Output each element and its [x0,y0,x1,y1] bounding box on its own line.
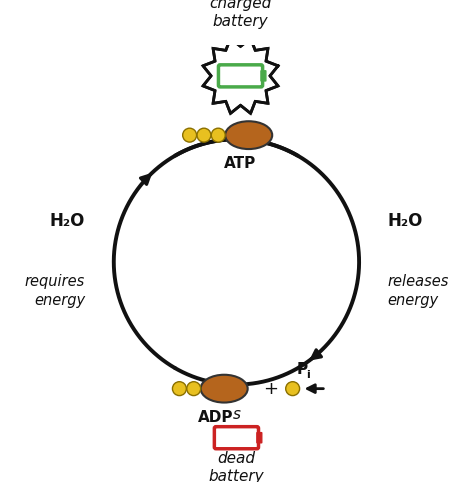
FancyBboxPatch shape [261,71,266,81]
Circle shape [211,128,225,142]
Circle shape [197,128,211,142]
Text: i: i [307,371,310,380]
Text: +: + [263,380,278,398]
Ellipse shape [201,375,248,402]
Text: ATP: ATP [224,157,256,172]
Text: charged
battery: charged battery [210,0,272,29]
Text: ADP: ADP [198,410,234,425]
Ellipse shape [225,121,272,149]
Circle shape [286,382,300,396]
Circle shape [187,382,201,396]
Circle shape [173,382,186,396]
Text: H₂O: H₂O [388,212,423,230]
Text: releases
energy: releases energy [388,274,449,308]
Text: dead
battery: dead battery [209,451,264,482]
Text: requires
energy: requires energy [25,274,85,308]
Polygon shape [203,39,278,113]
Text: H₂O: H₂O [50,212,85,230]
Circle shape [182,128,197,142]
FancyBboxPatch shape [257,433,262,443]
Text: s: s [232,407,240,422]
FancyBboxPatch shape [214,427,258,449]
FancyBboxPatch shape [219,65,263,87]
Text: P: P [297,362,308,377]
